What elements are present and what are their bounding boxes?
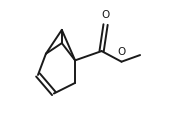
Text: O: O <box>118 47 126 57</box>
Text: O: O <box>101 10 110 20</box>
